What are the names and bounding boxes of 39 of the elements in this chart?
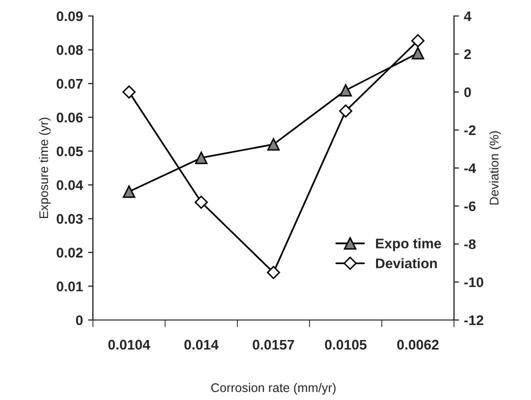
x-tick-label: 0.0104	[108, 340, 150, 350]
y-tick-label: 0.04	[56, 180, 84, 190]
x-axis-title: Corrosion rate (mm/yr)	[211, 382, 336, 395]
point	[122, 185, 136, 198]
y-tick-label: 0.02	[56, 248, 83, 258]
x-tick-label: 0.014	[184, 340, 219, 350]
x-tick-label: 0.0157	[252, 340, 294, 350]
x-tick-label: 0.0062	[397, 340, 439, 350]
point	[267, 138, 280, 151]
legend-label: Expo time	[376, 238, 442, 252]
point	[412, 46, 424, 60]
y-tick-label: 0.09	[56, 11, 83, 22]
point	[339, 84, 352, 97]
point	[195, 152, 208, 164]
y2-tick-label: 0	[464, 87, 471, 98]
y-tick-label: 0.01	[56, 282, 83, 292]
y2-tick-label: -2	[464, 125, 476, 136]
legend-label: Deviation	[376, 258, 437, 268]
y2-axis-title: Deviation (%)	[489, 131, 501, 204]
y2-tick-label: 2	[464, 49, 471, 60]
y-axis-title: Exposure time (yr)	[38, 118, 51, 218]
x-tick-label: 0.0105	[324, 340, 367, 350]
y2-tick-label: 4	[464, 11, 472, 22]
point	[266, 266, 280, 280]
y2-tick-label: -6	[464, 201, 476, 212]
point	[122, 85, 136, 99]
y2-tick-label: -12	[464, 315, 484, 326]
y-tick-label: 0.06	[56, 112, 83, 123]
y-tick-label: 0.07	[56, 78, 83, 89]
y-tick-label: 0.05	[56, 146, 83, 156]
y2-tick-label: -10	[464, 277, 484, 288]
y2-tick-label: -4	[464, 163, 476, 174]
y-tick-label: 0.08	[56, 45, 83, 55]
point	[411, 34, 424, 48]
point	[194, 196, 208, 209]
y-tick-label: 0	[76, 315, 83, 326]
point	[339, 104, 352, 118]
y-tick-label: 0.03	[56, 214, 83, 224]
y2-tick-label: -8	[464, 239, 476, 250]
